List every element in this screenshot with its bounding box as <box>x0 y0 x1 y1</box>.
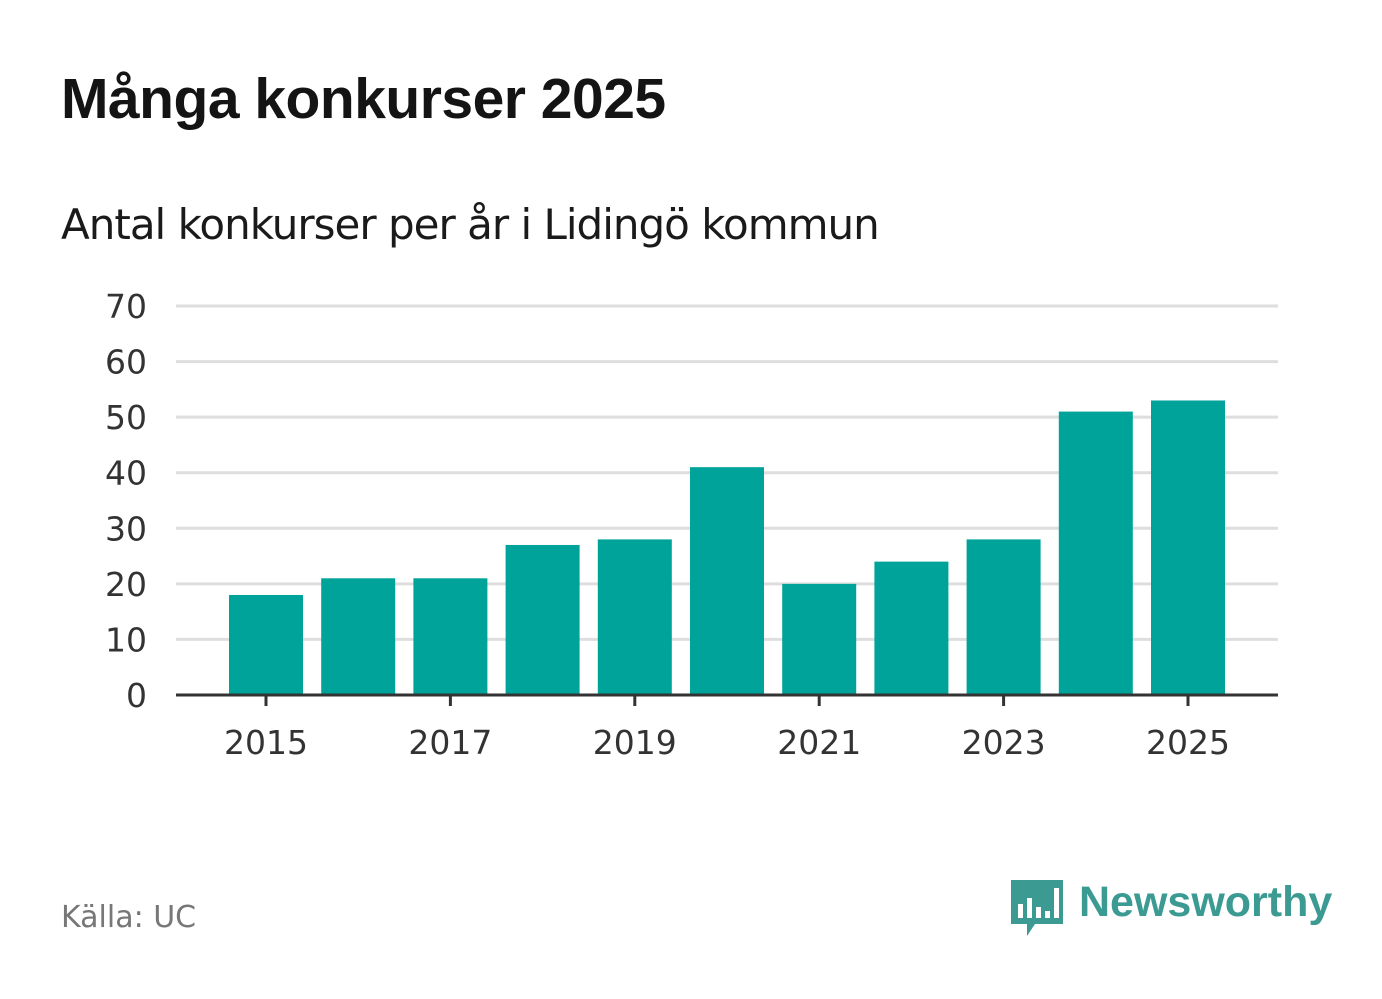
y-tick-label-20: 20 <box>105 565 147 604</box>
bar-2017 <box>413 578 488 695</box>
y-tick-label-10: 10 <box>105 620 147 659</box>
bar-2016 <box>321 578 396 695</box>
brand-logo: Newsworthy <box>1011 878 1332 940</box>
x-tick-label-2017: 2017 <box>408 723 492 762</box>
x-tick-label-2015: 2015 <box>224 723 308 762</box>
bar-2023 <box>966 539 1041 695</box>
y-tick-label-0: 0 <box>126 676 147 715</box>
x-tick-label-2021: 2021 <box>777 723 861 762</box>
bar-chart-speech-bubble-icon <box>1011 880 1063 936</box>
chart-subtitle: Antal konkurser per år i Lidingö kommun <box>61 200 880 249</box>
y-tick-label-60: 60 <box>105 343 147 382</box>
bar-2021 <box>782 583 857 695</box>
bar-2018 <box>505 544 580 695</box>
x-tick-label-2019: 2019 <box>593 723 677 762</box>
bar-chart: 0 10 20 30 40 50 60 70 2015 2017 2019 2021 2023 2025 <box>105 287 1278 762</box>
y-tick-label-40: 40 <box>105 454 147 493</box>
x-tick-label-2023: 2023 <box>962 723 1046 762</box>
y-tick-label-30: 30 <box>105 509 147 548</box>
bar-2025 <box>1151 400 1225 695</box>
bar-2015 <box>229 594 303 695</box>
chart-title: Många konkurser 2025 <box>61 67 666 131</box>
bar-2019 <box>597 539 672 695</box>
brand-name: Newsworthy <box>1079 878 1333 926</box>
y-tick-label-50: 50 <box>105 398 147 437</box>
bar-2022 <box>874 561 949 695</box>
bar-2024 <box>1058 411 1133 695</box>
y-tick-label-70: 70 <box>105 287 147 326</box>
x-tick-label-2025: 2025 <box>1146 723 1230 762</box>
source-note: Källa: UC <box>61 900 197 935</box>
bar-2020 <box>690 467 764 695</box>
